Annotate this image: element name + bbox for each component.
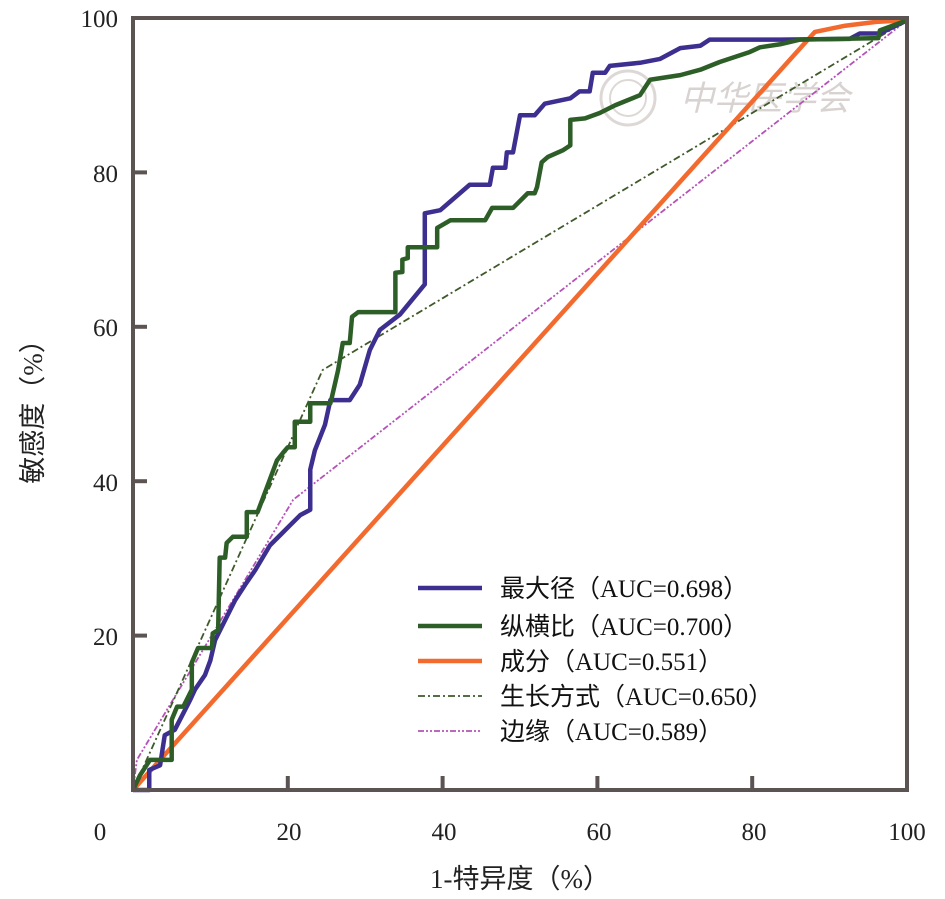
y-tick-label: 60 [93, 315, 118, 342]
series-line-2 [131, 18, 908, 792]
x-axis-title: 1-特异度（%） [430, 864, 610, 894]
x-tick-label: 0 [94, 819, 107, 846]
series-layer [130, 18, 908, 793]
ticks [133, 170, 755, 790]
legend: 最大径（AUC=0.698） 纵横比（AUC=0.700） 成分（AUC=0.5… [418, 575, 773, 746]
y-tick-label: 80 [93, 161, 118, 188]
plot-frame [131, 16, 909, 792]
legend-label-1: 纵横比（AUC=0.700） [500, 613, 748, 641]
series-line-4 [132, 19, 908, 791]
y-tick-label: 20 [93, 624, 118, 651]
y-tick-label: 40 [93, 470, 118, 497]
legend-label-0: 最大径（AUC=0.698） [500, 575, 748, 603]
x-tick-label: 40 [432, 819, 457, 846]
x-tick-label: 80 [742, 819, 767, 846]
x-tick-label: 100 [888, 819, 926, 846]
legend-label-4: 边缘（AUC=0.589） [500, 718, 723, 746]
series-line-1 [130, 18, 908, 791]
x-tick-label: 20 [277, 819, 302, 846]
legend-label-2: 成分（AUC=0.551） [500, 648, 723, 676]
series-line-0 [133, 18, 908, 793]
y-tick-label: 100 [81, 6, 119, 33]
x-tick-label: 60 [587, 819, 612, 846]
y-axis-title: 敏感度（%） [18, 326, 48, 484]
legend-label-3: 生长方式（AUC=0.650） [500, 683, 773, 711]
